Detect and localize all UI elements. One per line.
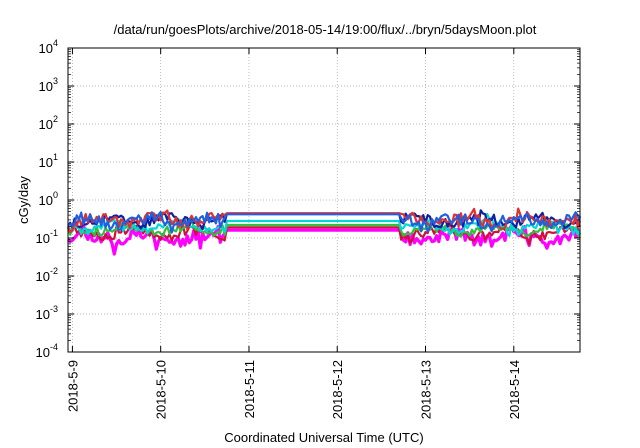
x-axis-label: Coordinated Universal Time (UTC) (224, 430, 423, 445)
x-tick-label: 2018-5-14 (507, 360, 522, 419)
chart-title: /data/run/goesPlots/archive/2018-05-14/1… (114, 22, 537, 37)
series-layer (66, 207, 582, 256)
x-tick-label: 2018-5-11 (242, 360, 257, 418)
grid (68, 48, 580, 352)
y-tick-label: 104 (39, 38, 58, 56)
x-tick-label: 2018-5-12 (330, 360, 345, 419)
series-line-7 (67, 210, 582, 234)
x-tick-label: 2018-5-10 (154, 360, 169, 419)
y-axis: 10-4 10-3 10-2 10-1 100 101 102 103 104 (36, 38, 580, 360)
y-tick-label: 102 (39, 114, 58, 132)
x-tick-label: 2018-5-9 (65, 360, 80, 412)
y-tick-label: 101 (39, 152, 58, 170)
y-tick-label: 10-2 (36, 266, 58, 284)
y-axis-label: cGy/day (16, 176, 31, 224)
x-axis: 2018-5-9 2018-5-10 2018-5-11 2018-5-12 2018-… (65, 48, 522, 419)
y-tick-label: 10-4 (36, 342, 58, 360)
y-tick-label: 10-3 (36, 304, 58, 322)
x-tick-label: 2018-5-13 (419, 360, 434, 419)
series-line-3 (66, 218, 581, 239)
y-tick-label: 100 (39, 190, 58, 208)
y-tick-label: 10-1 (36, 228, 58, 246)
y-tick-label: 103 (39, 76, 58, 94)
